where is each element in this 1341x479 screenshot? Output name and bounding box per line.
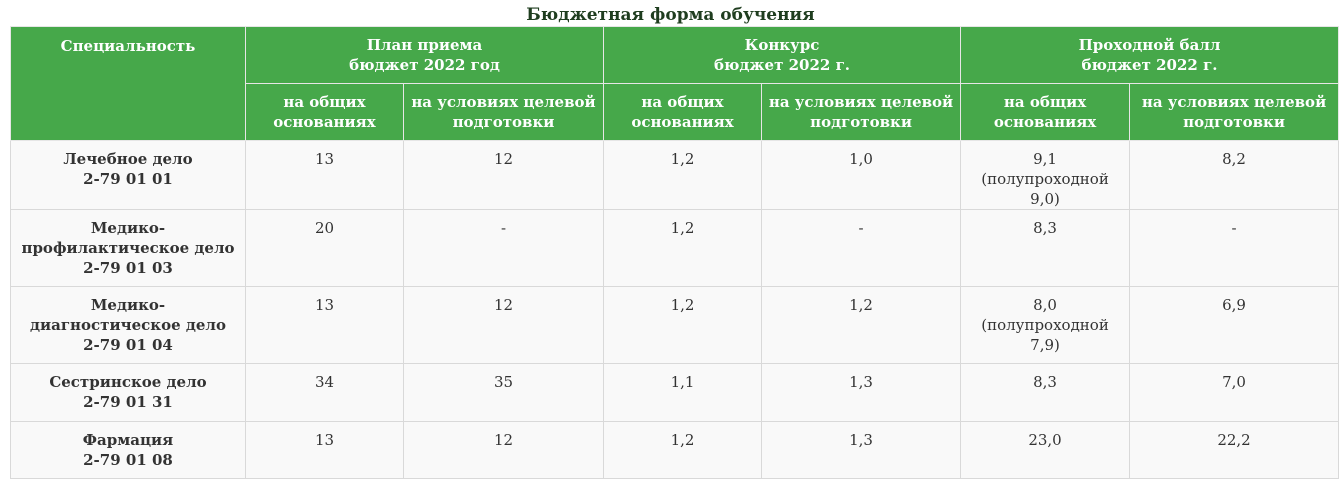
competition-target-cell: 1,2	[761, 286, 962, 364]
table-row: Сестринское дело 2-79 01 31 34 35 1,1 1,3…	[10, 363, 1340, 422]
competition-general-cell: 1,1	[603, 363, 763, 422]
competition-target-cell: -	[761, 209, 962, 287]
table-row: Лечебное дело 2-79 01 01 13 12 1,2 1,0 9,…	[10, 140, 1340, 210]
header-sub-line1: на общих	[1003, 93, 1087, 111]
header-sub-competition-general: на общих основаниях	[603, 83, 763, 141]
header-row-sub: на общих основаниях на условиях целевой по…	[11, 83, 1340, 141]
header-sub-score-target: на условиях целевой подготовки	[1129, 83, 1340, 141]
competition-target-cell: 1,0	[761, 140, 962, 210]
header-sub-line1: на условиях целевой	[768, 93, 954, 111]
header-sub-line1: на условиях целевой	[411, 93, 596, 111]
score-general-cell: 8,0 (полупроходной 7,9)	[960, 286, 1131, 364]
specialty-name: Медико-диагностическое дело	[30, 296, 226, 334]
header-sub-line1: на общих	[641, 93, 724, 111]
competition-general-cell: 1,2	[603, 421, 763, 479]
specialty-cell: Медико-профилактическое дело 2-79 01 03	[10, 209, 246, 287]
plan-general-cell: 34	[245, 363, 404, 422]
header-sub-line1: на общих	[283, 93, 366, 111]
specialty-cell: Фармация 2-79 01 08	[10, 421, 246, 479]
plan-general-cell: 13	[245, 421, 404, 479]
specialty-code: 2-79 01 01	[83, 170, 173, 188]
score-target-cell: 6,9	[1129, 286, 1340, 364]
header-sub-plan-general: на общих основаниях	[245, 83, 404, 141]
specialty-cell: Сестринское дело 2-79 01 31	[10, 363, 246, 422]
competition-general-cell: 1,2	[603, 209, 763, 287]
plan-target-cell: 12	[402, 421, 605, 479]
specialty-name: Фармация	[82, 431, 174, 449]
specialty-name: Лечебное дело	[63, 150, 193, 168]
header-group-plan: План приема бюджет 2022 год	[244, 26, 605, 84]
header-group-competition-line2: бюджет 2022 г.	[714, 56, 851, 74]
score-general-cell: 23,0	[960, 421, 1131, 479]
score-target-cell: 7,0	[1129, 363, 1340, 422]
table-caption: Бюджетная форма обучения	[526, 5, 815, 25]
header-sub-line2: подготовки	[1183, 113, 1285, 131]
score-general-cell: 8,3	[960, 363, 1131, 422]
header-group-passing-score-line2: бюджет 2022 г.	[1081, 56, 1218, 74]
header-group-competition-line1: Конкурс	[744, 36, 820, 54]
table-row: Медико-диагностическое дело 2-79 01 04 13…	[10, 286, 1340, 364]
score-general-cell: 8,3	[960, 209, 1131, 287]
plan-target-cell: 12	[402, 140, 605, 210]
plan-general-cell: 13	[245, 140, 404, 210]
header-sub-plan-target: на условиях целевой подготовки	[402, 83, 605, 141]
plan-general-cell: 13	[245, 286, 404, 364]
competition-target-cell: 1,3	[761, 421, 962, 479]
score-target-cell: -	[1129, 209, 1340, 287]
specialty-name: Медико-профилактическое дело	[21, 219, 235, 257]
header-row-groups: Специальность План приема бюджет 2022 год…	[10, 26, 1340, 141]
specialty-cell: Медико-диагностическое дело 2-79 01 04	[10, 286, 246, 364]
header-sub-line1: на условиях целевой	[1141, 93, 1327, 111]
specialty-cell: Лечебное дело 2-79 01 01	[10, 140, 246, 210]
header-group-plan-line1: План приема	[366, 36, 483, 54]
competition-general-cell: 1,2	[603, 140, 763, 210]
specialty-name: Сестринское дело	[49, 373, 207, 391]
header-specialty: Специальность	[10, 26, 246, 141]
specialty-code: 2-79 01 04	[83, 336, 173, 354]
specialty-code: 2-79 01 31	[83, 393, 173, 411]
header-sub-line2: основаниях	[631, 113, 734, 131]
score-general-cell: 9,1 (полупроходной 9,0)	[960, 140, 1131, 210]
specialty-code: 2-79 01 08	[83, 451, 173, 469]
table-row: Фармация 2-79 01 08 13 12 1,2 1,3 23,0 22…	[10, 421, 1340, 479]
plan-target-cell: 35	[402, 363, 605, 422]
specialty-code: 2-79 01 03	[83, 259, 173, 277]
header-group-competition: Конкурс бюджет 2022 г.	[603, 26, 962, 84]
header-sub-line2: основаниях	[273, 113, 376, 131]
table-row: Медико-профилактическое дело 2-79 01 03 2…	[10, 209, 1340, 287]
budget-admission-table: Специальность План приема бюджет 2022 год…	[10, 26, 1340, 479]
header-group-plan-line2: бюджет 2022 год	[349, 56, 500, 74]
score-target-cell: 8,2	[1129, 140, 1340, 210]
header-sub-line2: подготовки	[810, 113, 912, 131]
header-group-passing-score-line1: Проходной балл	[1078, 36, 1221, 54]
competition-general-cell: 1,2	[603, 286, 763, 364]
header-group-passing-score: Проходной балл бюджет 2022 г.	[960, 26, 1340, 84]
header-sub-line2: подготовки	[452, 113, 555, 131]
header-sub-score-general: на общих основаниях	[960, 83, 1131, 141]
header-sub-competition-target: на условиях целевой подготовки	[761, 83, 962, 141]
header-sub-line2: основаниях	[993, 113, 1097, 131]
plan-general-cell: 20	[245, 209, 404, 287]
plan-target-cell: 12	[402, 286, 605, 364]
score-target-cell: 22,2	[1129, 421, 1340, 479]
competition-target-cell: 1,3	[761, 363, 962, 422]
plan-target-cell: -	[402, 209, 605, 287]
